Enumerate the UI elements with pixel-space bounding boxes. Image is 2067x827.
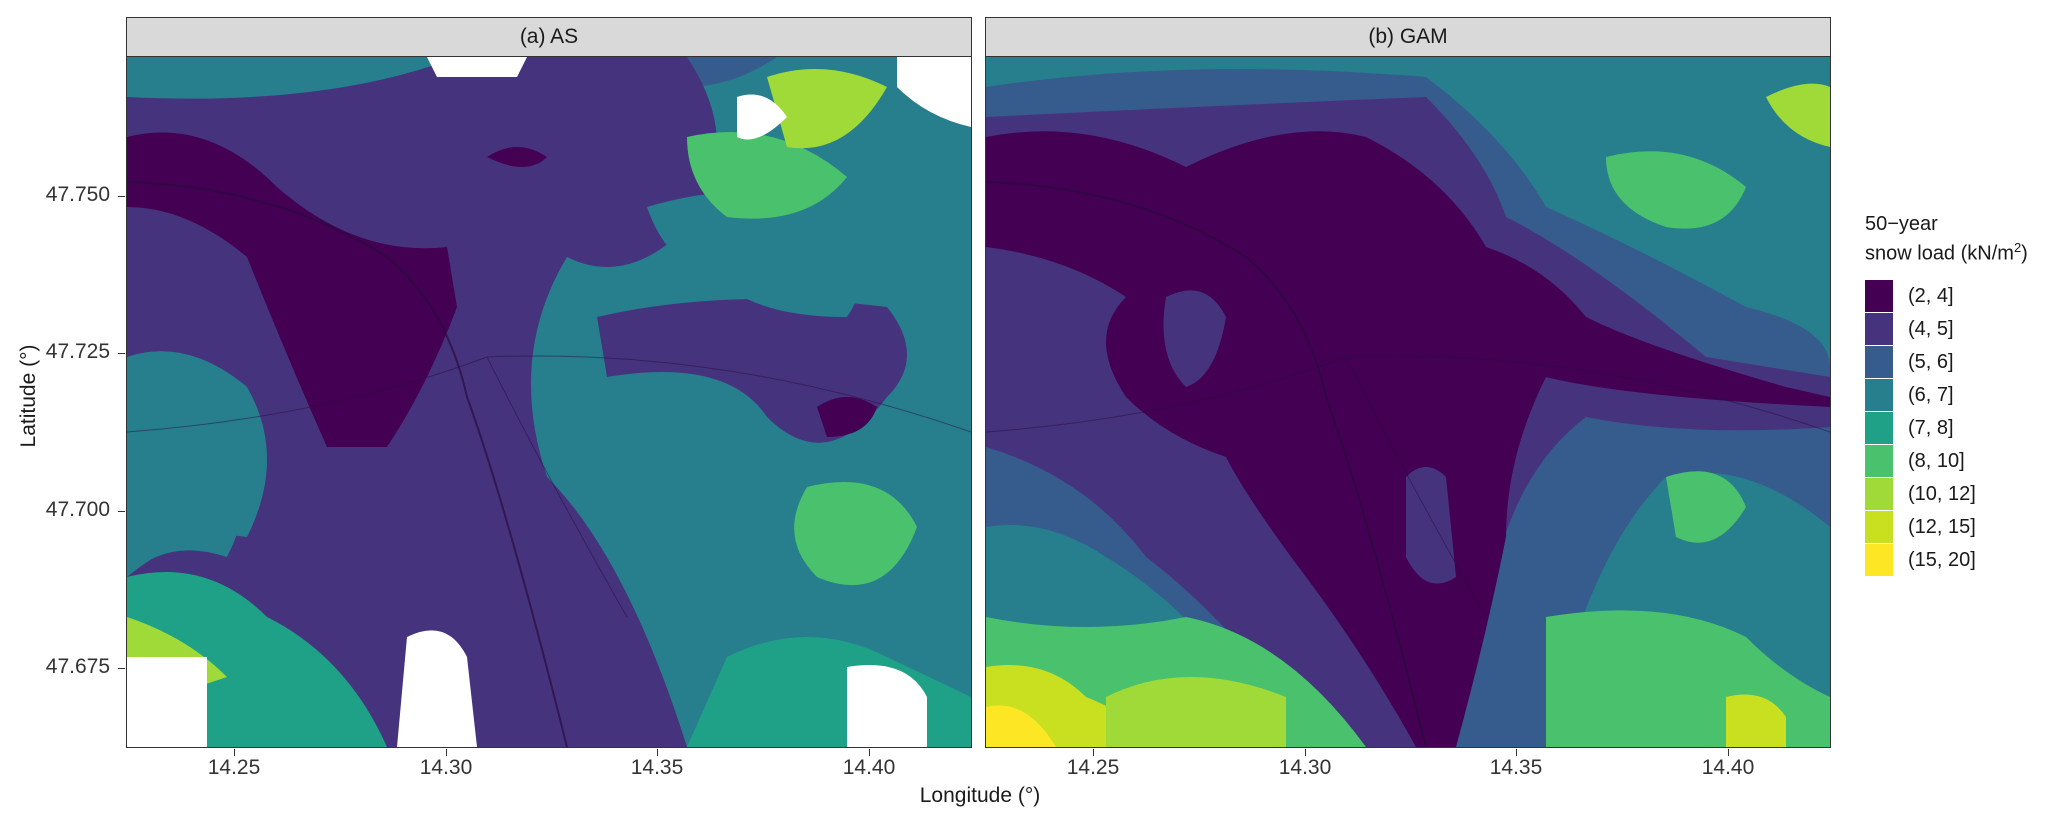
y-tick-mark (118, 668, 125, 669)
legend-item: (6, 7] (1865, 379, 2028, 412)
legend-label: (6, 7] (1908, 383, 1954, 406)
legend-title: 50−year snow load (kN/m2) (1865, 212, 2028, 266)
y-tick-label: 47.700 (45, 498, 110, 521)
legend-item: (12, 15] (1865, 511, 2028, 544)
y-tick-mark (118, 353, 125, 354)
x-tick-label: 14.35 (1489, 756, 1543, 779)
map-panel-gam: (b) GAM (985, 17, 1831, 748)
legend-label: (10, 12] (1908, 482, 1976, 505)
x-tick-mark (1305, 749, 1306, 756)
y-tick-label: 47.750 (45, 183, 110, 206)
y-tick-label: 47.725 (45, 340, 110, 363)
facet-label: (b) GAM (1368, 25, 1448, 48)
x-tick-label: 14.30 (419, 756, 473, 779)
x-tick-label: 14.40 (842, 756, 896, 779)
x-tick-label: 14.35 (630, 756, 684, 779)
legend-label: (4, 5] (1908, 317, 1954, 340)
x-tick-label: 14.30 (1278, 756, 1332, 779)
facet-strip-gam: (b) GAM (985, 17, 1831, 57)
legend-title-line1: 50−year (1865, 213, 1938, 235)
legend-swatch (1865, 478, 1893, 511)
y-tick-label: 47.675 (45, 655, 110, 678)
legend-item: (2, 4] (1865, 280, 2028, 313)
legend-label: (2, 4] (1908, 284, 1954, 307)
legend-swatch (1865, 412, 1893, 445)
legend-item: (5, 6] (1865, 346, 2028, 379)
legend-item: (10, 12] (1865, 478, 2028, 511)
legend-item: (7, 8] (1865, 412, 2028, 445)
y-tick-mark (118, 511, 125, 512)
legend-swatch (1865, 544, 1893, 577)
legend-swatch (1865, 346, 1893, 379)
legend-items: (2, 4] (4, 5] (5, 6] (6, 7] (7, 8] (8, 10] (10… (1865, 280, 2028, 577)
legend-item: (15, 20] (1865, 544, 2028, 577)
x-tick-mark (1093, 749, 1094, 756)
x-tick-mark (869, 749, 870, 756)
snow-load-map-gam (986, 57, 1830, 747)
map-area-gam (985, 56, 1831, 748)
legend-title-close: ) (2021, 242, 2028, 265)
x-tick-mark (446, 749, 447, 756)
map-area-as (126, 56, 972, 748)
legend-label: (12, 15] (1908, 515, 1976, 538)
y-axis-title: Latitude (°) (17, 344, 40, 448)
x-tick-label: 14.25 (1066, 756, 1120, 779)
x-axis-title: Longitude (°) (919, 784, 1041, 807)
facet-strip-as: (a) AS (126, 17, 972, 57)
legend-label: (7, 8] (1908, 416, 1954, 439)
legend-title-text: snow load (kN/m (1865, 242, 2014, 265)
legend-title-superscript: 2 (2013, 240, 2022, 255)
legend-label: (15, 20] (1908, 548, 1976, 571)
x-tick-mark (1728, 749, 1729, 756)
legend-swatch (1865, 511, 1893, 544)
map-panel-as: (a) AS (126, 17, 972, 748)
legend-swatch (1865, 445, 1893, 478)
x-tick-mark (1516, 749, 1517, 756)
legend-label: (5, 6] (1908, 350, 1954, 373)
legend-item: (4, 5] (1865, 313, 2028, 346)
legend-label: (8, 10] (1908, 449, 1965, 472)
x-tick-label: 14.40 (1701, 756, 1755, 779)
facet-label: (a) AS (519, 25, 579, 48)
legend: 50−year snow load (kN/m2) (2, 4] (4, 5] (5… (1865, 212, 2028, 577)
legend-title-line2: snow load (kN/m2) (1865, 236, 2028, 266)
x-tick-mark (657, 749, 658, 756)
legend-item: (8, 10] (1865, 445, 2028, 478)
x-tick-label: 14.25 (207, 756, 261, 779)
snow-load-map-as (127, 57, 971, 747)
legend-swatch (1865, 280, 1893, 313)
x-tick-mark (234, 749, 235, 756)
y-tick-mark (118, 196, 125, 197)
legend-swatch (1865, 313, 1893, 346)
legend-swatch (1865, 379, 1893, 412)
